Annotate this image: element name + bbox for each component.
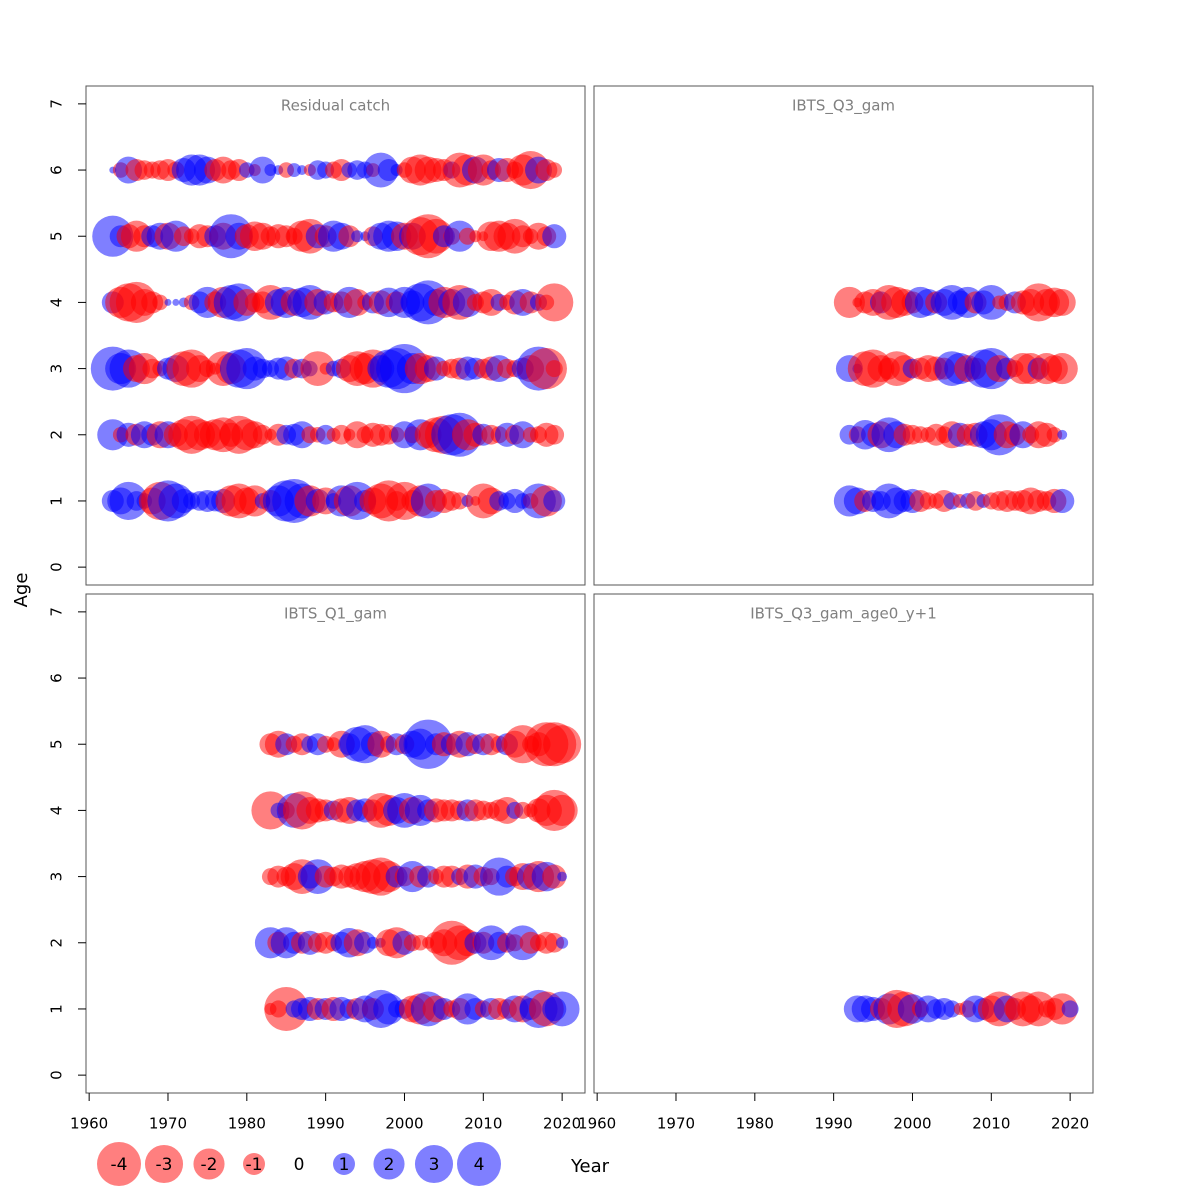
- legend-bubble: [243, 1153, 265, 1175]
- x-tick-label: 2020: [1051, 1115, 1089, 1133]
- residual-bubble: [556, 936, 569, 949]
- residual-bubble: [239, 485, 271, 517]
- legend-bubble: [144, 1144, 184, 1184]
- x-tick-label: 2000: [893, 1115, 931, 1133]
- residual-bubble: [300, 351, 336, 386]
- legend-label: 1: [339, 1155, 350, 1175]
- residual-bubble: [287, 163, 302, 178]
- y-tick-label: 3: [48, 364, 66, 374]
- residual-bubble: [264, 164, 277, 177]
- legend-bubble: [333, 1153, 355, 1175]
- residual-bubble: [351, 230, 364, 243]
- x-tick-label: 1990: [815, 1115, 853, 1133]
- residual-bubble: [1061, 1000, 1079, 1018]
- x-tick-label: 1990: [307, 1115, 345, 1133]
- legend-bubble: [193, 1148, 225, 1180]
- legend-bubble: [97, 1142, 141, 1186]
- residual-bubble: [557, 871, 568, 882]
- legend-label: -3: [156, 1155, 173, 1175]
- residual-bubble: [164, 298, 172, 306]
- residual-bubble: [1046, 426, 1063, 443]
- legend-label: 3: [429, 1155, 440, 1175]
- y-tick-label: 5: [48, 739, 66, 749]
- legend-label: 2: [384, 1155, 395, 1175]
- panel-title: IBTS_Q3_gam: [792, 97, 895, 116]
- x-axis-label: Year: [570, 1156, 610, 1177]
- legend-bubble: [414, 1144, 454, 1184]
- residual-bubble: [249, 156, 277, 184]
- residual-bubble: [543, 725, 582, 764]
- residual-bubble: [535, 283, 574, 322]
- residual-bubble: [1048, 288, 1076, 316]
- panel-frame: [593, 85, 1094, 586]
- residual-bubble: [1050, 488, 1075, 514]
- legend-label: -2: [201, 1155, 218, 1175]
- x-tick-label: 1970: [657, 1115, 695, 1133]
- x-tick-label: 1960: [578, 1115, 616, 1133]
- residual-bubble: [542, 224, 567, 249]
- residual-bubble: [544, 991, 580, 1027]
- y-tick-label: 6: [48, 165, 66, 175]
- panel-frame: [85, 85, 586, 586]
- y-tick-label: 2: [48, 430, 66, 440]
- residual-bubble: [545, 360, 563, 378]
- panel-title: IBTS_Q3_gam_age0_y+1: [750, 605, 937, 624]
- y-tick-label: 7: [48, 607, 66, 617]
- panel-frame: [593, 593, 1094, 1094]
- y-tick-label: 4: [48, 806, 66, 816]
- legend-bubble: [373, 1148, 405, 1180]
- residual-bubble: [172, 298, 180, 306]
- y-tick-label: 2: [48, 938, 66, 948]
- residual-bubble: [152, 294, 168, 311]
- y-tick-label: 1: [48, 496, 66, 506]
- residual-bubble: [543, 489, 566, 512]
- legend-label: -4: [111, 1155, 128, 1175]
- residual-bubble: [1046, 353, 1078, 385]
- y-tick-label: 3: [48, 872, 66, 882]
- residual-bubble: [546, 794, 578, 826]
- y-tick-label: 7: [48, 99, 66, 109]
- y-tick-label: 0: [48, 562, 66, 572]
- x-tick-label: 2020: [543, 1115, 581, 1133]
- x-tick-label: 2010: [972, 1115, 1010, 1133]
- legend-bubble: [457, 1142, 501, 1186]
- legend-label: 4: [474, 1155, 485, 1175]
- y-axis-label: Age: [11, 573, 32, 608]
- residual-bubble: [542, 864, 567, 889]
- x-tick-label: 2010: [464, 1115, 502, 1133]
- residual-bubble: [833, 286, 865, 318]
- x-tick-label: 1980: [736, 1115, 774, 1133]
- residual-bubble: [973, 285, 1009, 320]
- residual-bubble: [546, 162, 563, 178]
- y-tick-label: 4: [48, 298, 66, 308]
- panel-frame: [85, 593, 586, 1094]
- legend-label: 0: [294, 1155, 305, 1175]
- y-tick-label: 1: [48, 1004, 66, 1014]
- panel-title: IBTS_Q1_gam: [284, 605, 387, 624]
- y-tick-label: 0: [48, 1070, 66, 1080]
- residual-bubble: [1057, 429, 1068, 440]
- x-tick-label: 2000: [385, 1115, 423, 1133]
- x-tick-label: 1980: [228, 1115, 266, 1133]
- y-tick-label: 6: [48, 673, 66, 683]
- panel-title: Residual catch: [281, 97, 390, 115]
- x-tick-label: 1970: [149, 1115, 187, 1133]
- y-tick-label: 5: [48, 231, 66, 241]
- legend-label: -1: [246, 1155, 263, 1175]
- residual-bubble: [544, 424, 565, 445]
- x-tick-label: 1960: [70, 1115, 108, 1133]
